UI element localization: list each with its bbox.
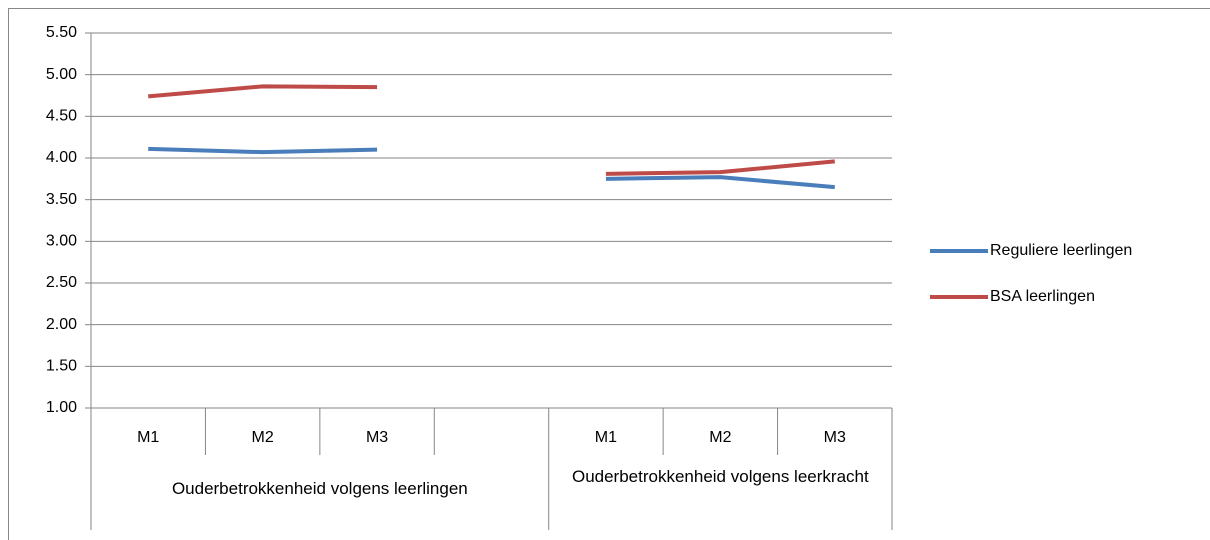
y-tick-label: 1.50 [46,358,77,375]
y-tick-label: 5.50 [46,24,77,41]
x-tick-label: M3 [366,429,388,446]
x-tick-label: M2 [709,429,731,446]
x-tick-label: M3 [824,429,846,446]
group-label: Ouderbetrokkenheid volgens leerlingen [171,479,468,498]
y-tick-label: 2.50 [46,274,77,291]
y-tick-label: 3.00 [46,233,77,250]
x-tick-label: M1 [137,429,159,446]
x-tick-label: M1 [595,429,617,446]
series-line [148,84,835,176]
series-line [148,146,835,190]
chart-border [8,8,1210,540]
legend-label: Reguliere leerlingen [990,242,1132,259]
group-label: Ouderbetrokkenheid volgens leerkracht [571,467,869,486]
y-tick-label: 2.00 [46,316,77,333]
y-tick-label: 1.00 [46,399,77,416]
y-tick-label: 4.50 [46,108,77,125]
legend-label: BSA leerlingen [990,288,1095,305]
y-tick-label: 4.00 [46,149,77,166]
y-tick-label: 5.00 [46,66,77,83]
y-tick-label: 3.50 [46,191,77,208]
x-tick-label: M2 [252,429,274,446]
